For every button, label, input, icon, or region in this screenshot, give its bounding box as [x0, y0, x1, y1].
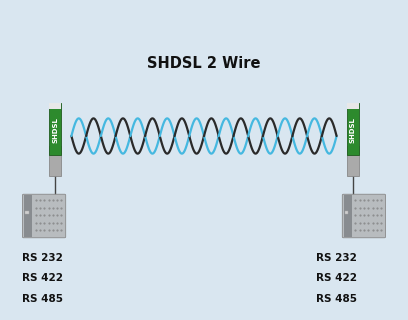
- Bar: [25, 211, 29, 214]
- Text: RS 485: RS 485: [22, 294, 63, 304]
- Bar: [345, 211, 348, 214]
- Bar: [24, 195, 32, 237]
- Bar: [49, 103, 61, 155]
- Bar: [347, 146, 359, 176]
- Bar: [49, 146, 61, 176]
- Text: RS 232: RS 232: [22, 252, 63, 263]
- Text: SHDSL 2 Wire: SHDSL 2 Wire: [147, 57, 261, 71]
- Text: RS 485: RS 485: [316, 294, 357, 304]
- Text: RS 232: RS 232: [316, 252, 357, 263]
- Bar: [347, 103, 359, 155]
- Text: RS 422: RS 422: [22, 273, 63, 284]
- Bar: [344, 195, 352, 237]
- Bar: [49, 103, 61, 109]
- Bar: [347, 103, 359, 109]
- Text: RS 422: RS 422: [316, 273, 357, 284]
- FancyBboxPatch shape: [342, 194, 386, 238]
- Text: SHDSL: SHDSL: [52, 117, 58, 142]
- FancyBboxPatch shape: [22, 194, 66, 238]
- Text: SHDSL: SHDSL: [350, 117, 356, 142]
